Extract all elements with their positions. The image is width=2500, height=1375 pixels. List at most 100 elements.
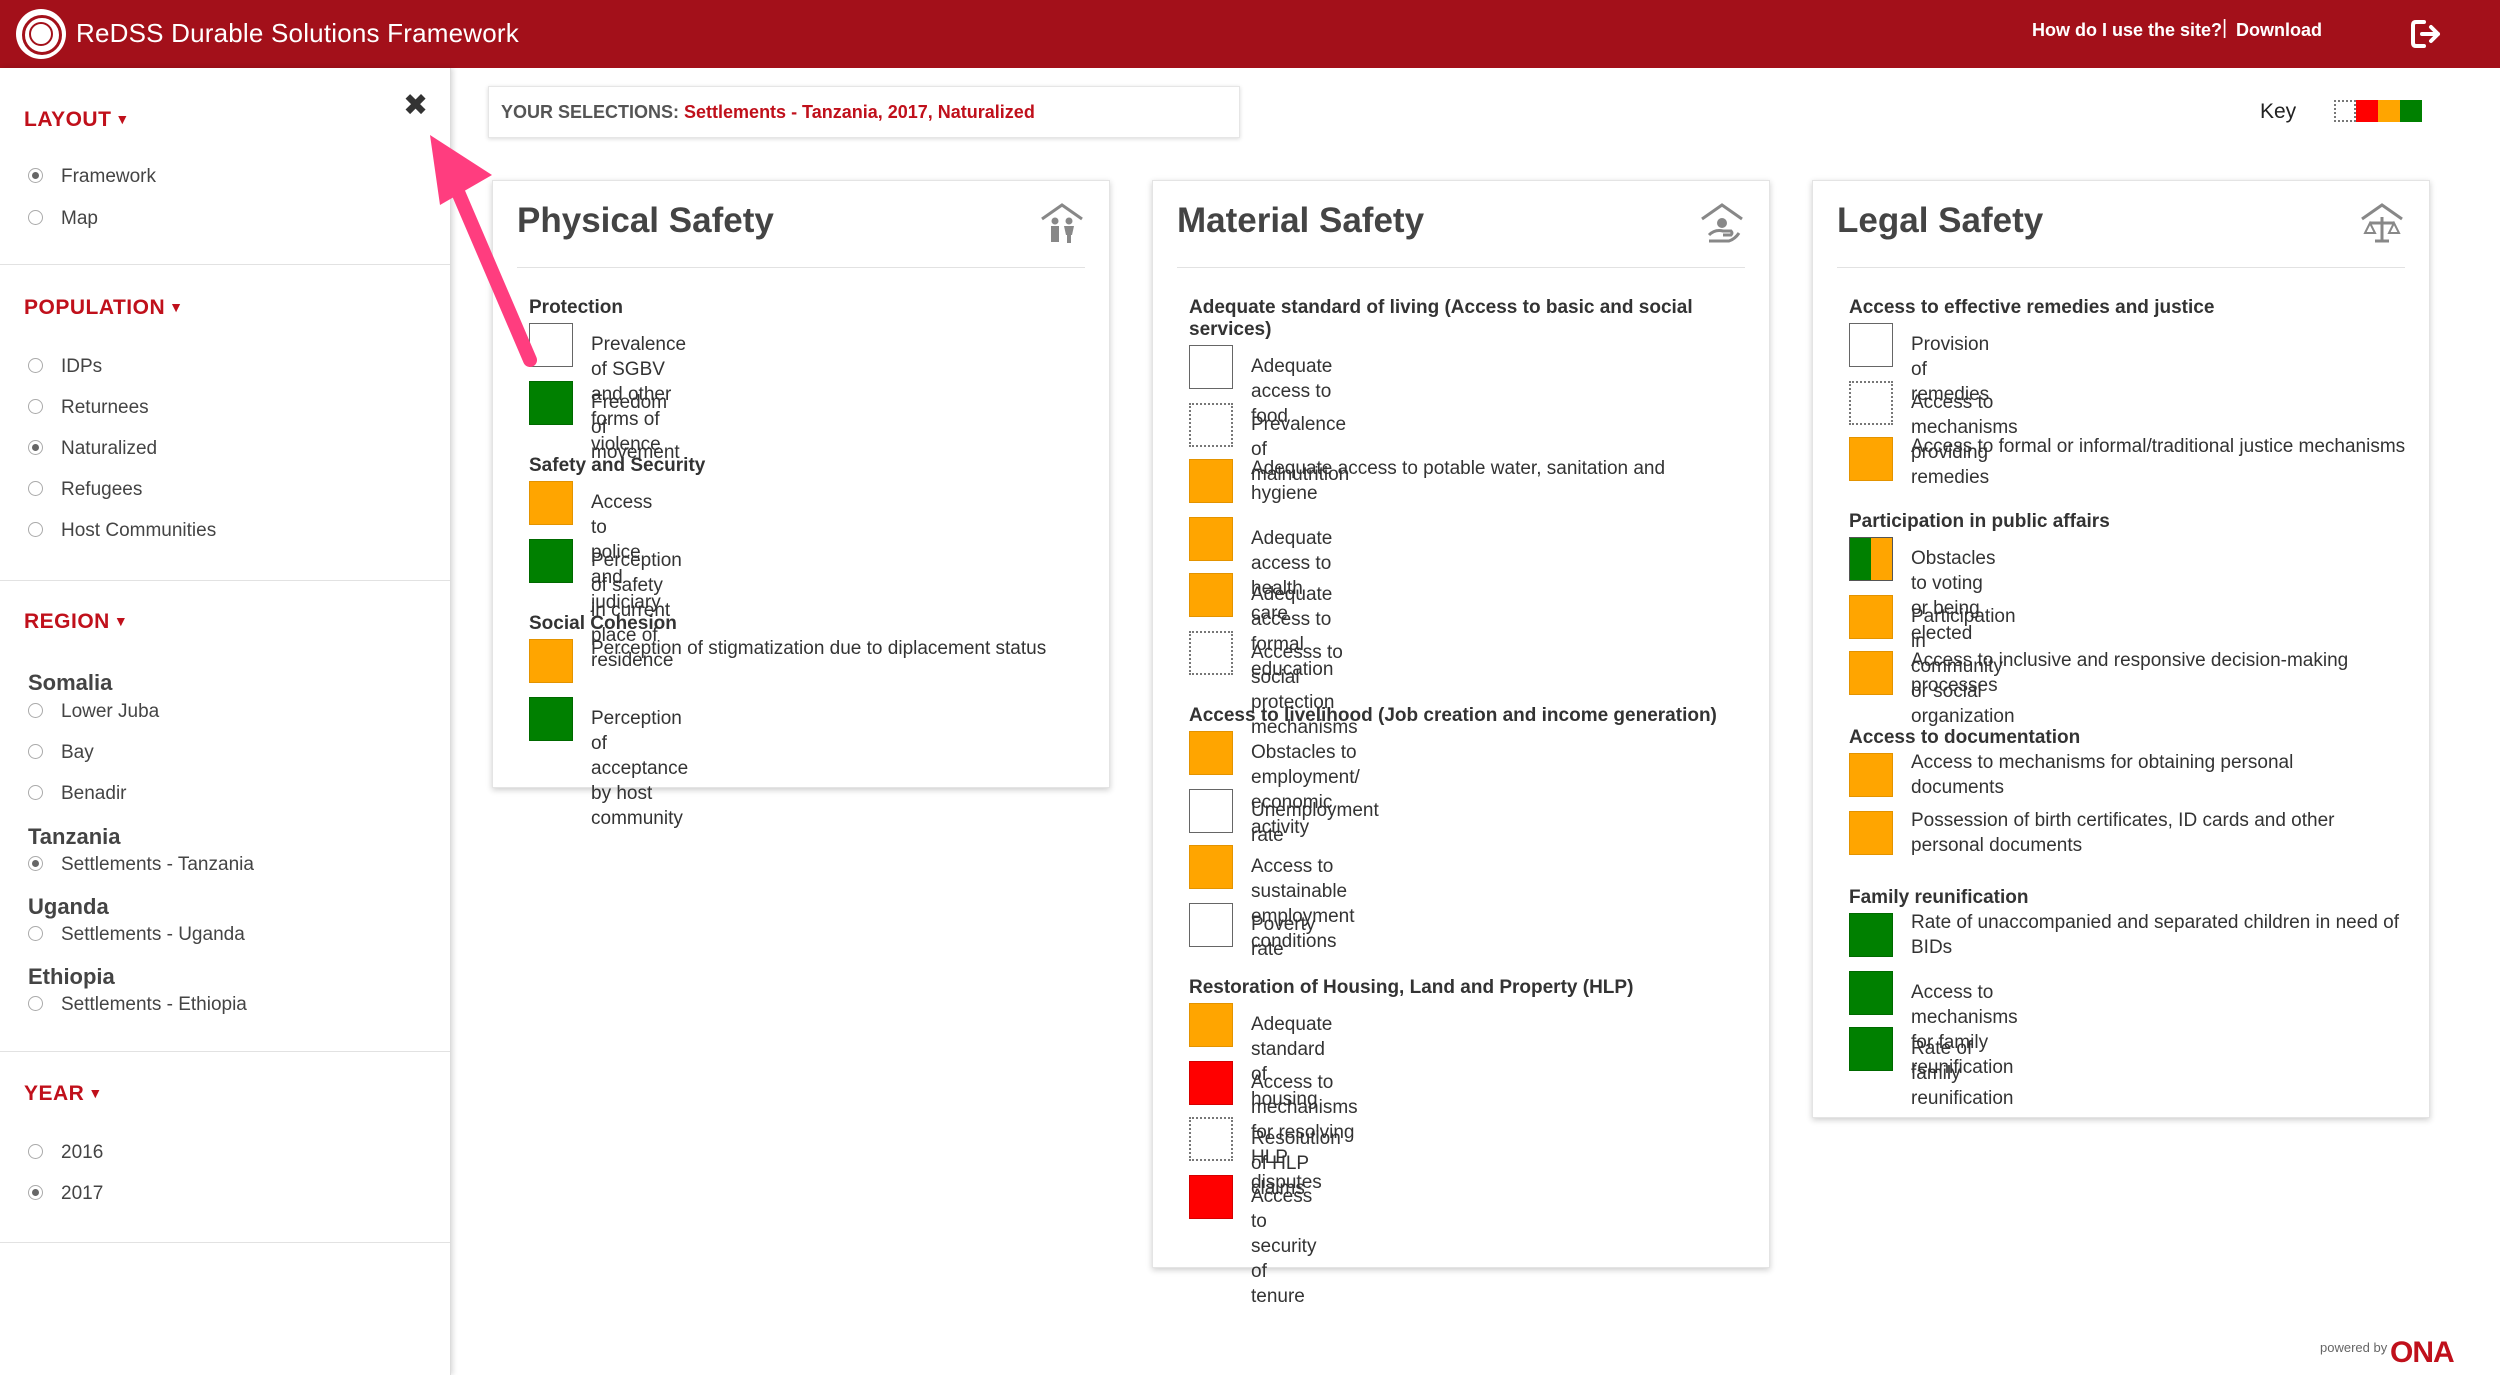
radio-icon[interactable] <box>28 1185 43 1200</box>
status-square[interactable] <box>1849 651 1893 695</box>
sidebar-divider <box>0 1242 450 1243</box>
indicator-label: Access to mechanisms for obtaining perso… <box>1911 752 2294 798</box>
status-square[interactable] <box>1189 403 1233 447</box>
radio-icon[interactable] <box>28 744 43 759</box>
indicator-label: Obstacles to voting or being elected <box>1911 548 1996 644</box>
status-square[interactable] <box>1189 845 1233 889</box>
panel-title: Legal Safety <box>1837 201 2044 240</box>
status-square[interactable] <box>529 481 573 525</box>
indicator-label: Access to inclusive and responsive decis… <box>1911 650 2349 696</box>
caret-down-icon: ▼ <box>113 613 129 629</box>
population-option-host-communities[interactable]: Host Communities <box>28 520 216 542</box>
status-square[interactable] <box>1849 323 1893 367</box>
family-shelter-icon <box>1041 203 1083 243</box>
redss-logo-icon[interactable] <box>16 9 66 59</box>
status-square[interactable] <box>1189 631 1233 675</box>
region-option-settlements-uganda[interactable]: Settlements - Uganda <box>28 924 245 946</box>
option-label: Refugees <box>61 479 143 500</box>
status-square[interactable] <box>1189 345 1233 389</box>
key-swatch-empty <box>2334 100 2356 122</box>
status-square[interactable] <box>529 639 573 683</box>
radio-icon[interactable] <box>28 926 43 941</box>
status-square[interactable] <box>1189 1061 1233 1105</box>
app-title[interactable]: ReDSS Durable Solutions Framework <box>76 18 519 48</box>
status-square[interactable] <box>1849 1027 1893 1071</box>
region-option-benadir[interactable]: Benadir <box>28 783 127 805</box>
population-option-refugees[interactable]: Refugees <box>28 479 142 501</box>
key-swatch-orange <box>2378 100 2400 122</box>
radio-icon[interactable] <box>28 856 43 871</box>
status-square[interactable] <box>1849 971 1893 1015</box>
header-separator: | <box>2222 17 2228 39</box>
population-option-naturalized[interactable]: Naturalized <box>28 438 157 460</box>
help-link[interactable]: How do I use the site? <box>2032 20 2223 40</box>
layout-section-toggle[interactable]: LAYOUT ▼ <box>24 108 130 132</box>
layout-option-framework[interactable]: Framework <box>28 166 156 188</box>
status-square[interactable] <box>1189 459 1233 503</box>
year-section-toggle[interactable]: YEAR ▼ <box>24 1082 103 1106</box>
status-square[interactable] <box>1849 811 1893 855</box>
scales-shelter-icon <box>2361 203 2403 243</box>
year-option-2016[interactable]: 2016 <box>28 1142 103 1164</box>
indicator-label: Access to formal or informal/traditional… <box>1911 436 2406 457</box>
indicator-label: Rate of unaccompanied and separated chil… <box>1911 912 2400 958</box>
top-bar: ReDSS Durable Solutions Framework How do… <box>0 0 2500 68</box>
status-square[interactable] <box>1189 1175 1233 1219</box>
status-square[interactable] <box>1849 381 1893 425</box>
population-heading: POPULATION <box>24 296 166 319</box>
status-square[interactable] <box>1189 1003 1233 1047</box>
layout-option-map[interactable]: Map <box>28 208 98 230</box>
region-option-settlements-tanzania[interactable]: Settlements - Tanzania <box>28 854 254 876</box>
status-square[interactable] <box>1189 517 1233 561</box>
year-option-2017[interactable]: 2017 <box>28 1183 103 1205</box>
panel-divider <box>517 267 1085 268</box>
status-square[interactable] <box>1189 789 1233 833</box>
population-section-toggle[interactable]: POPULATION ▼ <box>24 296 183 320</box>
download-link[interactable]: Download <box>2236 20 2322 40</box>
country-ethiopia: Ethiopia <box>28 964 115 989</box>
indicator-label: Unemployment rate <box>1251 800 1379 846</box>
close-icon[interactable]: ✖ <box>403 89 429 122</box>
indicator-label: Provision of remedies <box>1911 334 1990 405</box>
category-title: Protection <box>529 297 623 318</box>
status-square[interactable] <box>1849 753 1893 797</box>
indicator-label: Access to mechanisms providing remedies <box>1911 392 2018 488</box>
indicator-label: Freedom of movement <box>591 392 680 463</box>
radio-icon[interactable] <box>28 440 43 455</box>
region-option-settlements-ethiopia[interactable]: Settlements - Ethiopia <box>28 994 247 1016</box>
radio-icon[interactable] <box>28 703 43 718</box>
status-square[interactable] <box>1849 537 1893 581</box>
status-square[interactable] <box>1189 1117 1233 1161</box>
population-option-idps[interactable]: IDPs <box>28 356 102 378</box>
region-section-toggle[interactable]: REGION ▼ <box>24 610 128 634</box>
option-label: Settlements - Tanzania <box>61 854 254 875</box>
status-square[interactable] <box>1849 595 1893 639</box>
status-square[interactable] <box>529 539 573 583</box>
region-option-lower-juba[interactable]: Lower Juba <box>28 701 159 723</box>
category-title: Social Cohesion <box>529 613 677 634</box>
radio-icon[interactable] <box>28 785 43 800</box>
status-square[interactable] <box>1849 437 1893 481</box>
region-option-bay[interactable]: Bay <box>28 742 94 764</box>
radio-icon[interactable] <box>28 996 43 1011</box>
radio-icon[interactable] <box>28 522 43 537</box>
population-option-returnees[interactable]: Returnees <box>28 397 149 419</box>
indicator-label: Adequate access to food <box>1251 356 1333 427</box>
radio-icon[interactable] <box>28 1144 43 1159</box>
status-square[interactable] <box>1189 731 1233 775</box>
ona-logo[interactable]: ONA <box>2390 1336 2455 1369</box>
indicator-label: Poverty rate <box>1251 914 1316 960</box>
logout-icon[interactable] <box>2408 16 2444 52</box>
status-square[interactable] <box>1189 573 1233 617</box>
status-square[interactable] <box>1189 903 1233 947</box>
option-label: Map <box>61 208 98 229</box>
radio-icon[interactable] <box>28 399 43 414</box>
radio-icon[interactable] <box>28 481 43 496</box>
status-square[interactable] <box>529 381 573 425</box>
option-label: Lower Juba <box>61 701 160 722</box>
status-square[interactable] <box>1849 913 1893 957</box>
radio-icon[interactable] <box>28 210 43 225</box>
radio-icon[interactable] <box>28 168 43 183</box>
status-square[interactable] <box>529 697 573 741</box>
radio-icon[interactable] <box>28 358 43 373</box>
